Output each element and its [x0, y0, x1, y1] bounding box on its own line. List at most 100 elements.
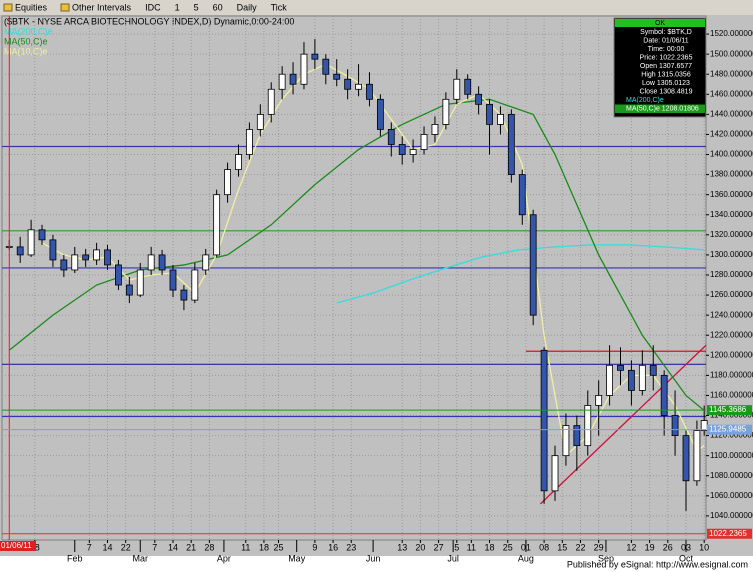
month-label: Jul	[447, 553, 459, 563]
candle-body	[606, 364, 613, 396]
candle-body	[551, 455, 559, 492]
candle-body	[169, 269, 177, 291]
candle-body	[409, 149, 417, 155]
candle-body	[213, 194, 221, 256]
candle-body	[562, 425, 570, 457]
info-line: Open 1307.6577	[640, 63, 692, 70]
y-tick-label: 1360.000000	[710, 190, 753, 199]
y-tick-label: 1340.000000	[710, 210, 753, 219]
y-tick-label: 1260.000000	[710, 290, 753, 299]
price-label-bg	[707, 424, 752, 435]
candle-body	[649, 364, 657, 376]
y-tick-label: 1380.000000	[710, 170, 753, 179]
candle-body	[235, 154, 242, 170]
candle-body	[442, 98, 450, 125]
candle-body	[398, 144, 406, 155]
x-tick-label: 12	[626, 542, 636, 552]
candle-body	[49, 239, 57, 261]
x-tick-label: 20	[415, 542, 425, 552]
y-tick-label: 1180.000000	[710, 370, 753, 379]
x-tick-label: 16	[328, 542, 338, 552]
candle-body	[191, 269, 199, 301]
candle-body	[573, 425, 581, 447]
y-tick-label: 1200.000000	[710, 350, 753, 359]
toolbar	[0, 0, 753, 15]
candle-body	[497, 113, 504, 125]
candle-body	[256, 113, 264, 130]
candle-body	[529, 214, 537, 316]
x-tick-label: 7	[152, 542, 157, 552]
candle-body	[278, 73, 286, 90]
x-tick-label: 23	[346, 542, 356, 552]
price-label: 1125.9485	[709, 425, 747, 434]
chart-title: ($BTK - NYSE ARCA BIOTECHNOLOGY INDEX,D)…	[4, 16, 294, 26]
y-tick-label: 1420.000000	[710, 130, 753, 139]
price-label: 1022.2365	[709, 529, 747, 538]
info-line: MA(50,C)e 1208.01806	[626, 105, 699, 112]
y-tick-label: 1240.000000	[710, 310, 753, 319]
x-tick-label: 11	[241, 542, 250, 552]
x-tick-label: 18	[485, 542, 495, 552]
info-line: Time: 00:00	[648, 46, 685, 53]
y-tick-label: 1100.000000	[710, 451, 753, 460]
candle-body	[147, 254, 155, 271]
toolbar-button[interactable]: 5	[194, 2, 199, 12]
info-line: Close 1308.4819	[640, 88, 693, 95]
toolbar-button[interactable]: IDC	[145, 2, 161, 12]
month-label: Sep	[598, 553, 614, 563]
candle-body	[453, 78, 461, 100]
price-label: 1145.3686	[709, 405, 747, 414]
info-highlight	[615, 104, 705, 113]
toolbar-button[interactable]: Daily	[237, 2, 258, 12]
candle-body	[300, 53, 308, 85]
x-tick-label: 28	[204, 542, 214, 552]
month-label: Feb	[67, 553, 83, 563]
toolbar-icon	[3, 3, 13, 12]
candle-body	[584, 405, 592, 447]
candle-body	[617, 364, 624, 371]
candle-body	[104, 249, 111, 266]
x-tick-label: 14	[168, 542, 178, 552]
legend-entry: MA(50,C)e	[4, 36, 48, 46]
candle-body	[518, 174, 526, 216]
x-tick-label: 19	[645, 542, 655, 552]
candle-body	[376, 98, 384, 130]
x-tick-label: 7	[87, 542, 92, 552]
candle-body	[115, 264, 122, 286]
candle-body	[289, 73, 297, 85]
y-tick-label: 1080.000000	[710, 471, 753, 480]
y-tick-label: 1120.000000	[710, 431, 753, 440]
month-label: Jun	[366, 553, 381, 563]
candle-body	[682, 435, 690, 482]
footer-bar	[0, 556, 753, 572]
candle-body	[638, 364, 646, 391]
candle-body	[595, 395, 603, 406]
toolbar-icon	[60, 3, 70, 12]
x-tick-label: 14	[103, 542, 113, 552]
toolbar-button[interactable]: Tick	[271, 2, 288, 12]
ma-line	[336, 244, 705, 304]
info-status-bg	[615, 19, 705, 27]
x-tick-label: 25	[503, 542, 513, 552]
y-tick-label: 1320.000000	[710, 230, 753, 239]
candle-body	[16, 246, 24, 256]
info-line: Low 1305.0123	[642, 80, 690, 87]
candle-body	[136, 269, 144, 296]
x-tick-label: 29	[594, 542, 604, 552]
y-tick-label: 1060.000000	[710, 491, 753, 500]
x-tick-label: 08	[539, 542, 549, 552]
legend-entry: MA(10,C)e	[4, 46, 48, 56]
info-box	[613, 17, 707, 118]
x-tick-label: 9	[312, 542, 317, 552]
toolbar-button[interactable]: Other Intervals	[72, 2, 132, 12]
candle-body	[202, 254, 210, 271]
toolbar-button[interactable]: Equities	[15, 2, 48, 12]
x-tick-label: 13	[397, 542, 407, 552]
toolbar-button[interactable]: 1	[175, 2, 180, 12]
candle-body	[82, 254, 90, 261]
candle-body	[420, 134, 428, 150]
toolbar-button[interactable]: 60	[213, 2, 223, 12]
info-line: Date: 01/06/11	[643, 37, 689, 44]
candle-body	[322, 58, 330, 75]
